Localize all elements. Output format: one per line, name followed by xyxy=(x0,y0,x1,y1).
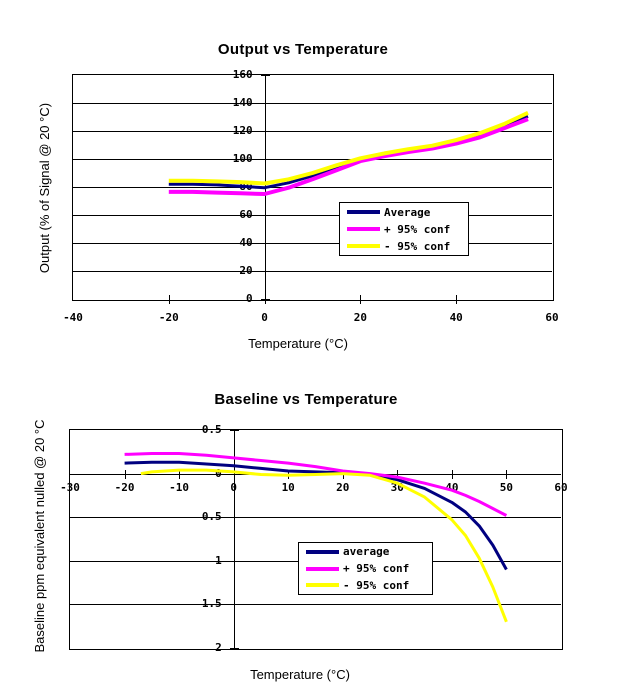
y-axis-tick-mark xyxy=(260,131,270,132)
legend-item-minus-95-conf: - 95% conf xyxy=(299,577,432,593)
y-tick-label: 60 xyxy=(239,208,253,221)
y-axis-tick-mark xyxy=(229,604,239,606)
series-color-swatch xyxy=(306,549,339,554)
series-color-swatch xyxy=(347,210,380,214)
legend-label: average xyxy=(343,545,390,559)
x-axis-tick-mark xyxy=(360,295,362,304)
y-tick-label: 20 xyxy=(239,264,253,277)
y-tick-label: 160 xyxy=(232,68,253,81)
gridline xyxy=(73,243,552,244)
y-tick-label: 0.5 xyxy=(201,423,222,436)
x-tick-label: -20 xyxy=(114,481,135,494)
chart2-legend: average + 95% conf - 95% conf xyxy=(298,542,433,595)
x-tick-label: 10 xyxy=(281,481,295,494)
x-tick-label: 60 xyxy=(554,481,568,494)
legend-item-minus-95-conf: - 95% conf xyxy=(340,238,468,254)
gridline xyxy=(70,604,561,606)
x-axis-tick-mark xyxy=(124,469,126,479)
y-axis-tick-mark xyxy=(260,159,270,160)
y-tick-label: 1 xyxy=(215,553,222,567)
legend-label: + 95% conf xyxy=(384,222,451,236)
chart1-x-axis-title: Temperature (°C) xyxy=(248,336,348,351)
series-color-swatch xyxy=(347,227,380,231)
gridline xyxy=(73,131,552,132)
y-axis-tick-mark xyxy=(260,75,270,76)
gridline xyxy=(73,271,552,272)
y-tick-label: 140 xyxy=(232,96,253,109)
y-tick-label: 2 xyxy=(215,641,222,654)
y-tick-label: 1.5 xyxy=(201,597,222,611)
x-tick-label: 50 xyxy=(499,481,514,494)
x-tick-label: 60 xyxy=(545,311,559,324)
plot-border xyxy=(69,429,563,650)
y-axis-tick-mark xyxy=(229,560,239,562)
x-axis-tick-mark xyxy=(451,469,453,479)
legend-label: Average xyxy=(384,205,431,219)
series-line--95-conf xyxy=(124,452,508,517)
x-axis-tick-mark xyxy=(264,295,266,304)
x-tick-label: 0 xyxy=(230,481,237,494)
x-axis-tick-mark xyxy=(397,469,399,479)
series-color-swatch xyxy=(306,566,339,571)
x-axis-tick-mark xyxy=(506,469,508,479)
series-color-swatch xyxy=(306,583,339,588)
x-tick-label: -40 xyxy=(63,311,83,324)
gridline xyxy=(73,103,552,104)
y-tick-label: 0 xyxy=(215,466,222,480)
chart2-y-axis-title: Baseline ppm equivalent nulled @ 20 °C xyxy=(32,419,47,653)
series-line-average xyxy=(168,114,529,190)
gridline xyxy=(70,517,561,519)
y-axis-tick-mark xyxy=(260,215,270,216)
plot-border xyxy=(72,74,554,301)
y-tick-label: 0.5 xyxy=(201,510,222,524)
x-axis-tick-mark xyxy=(179,469,181,479)
series-color-swatch xyxy=(347,244,380,248)
series-line--95-conf xyxy=(168,117,529,196)
x-axis-tick-mark xyxy=(456,295,458,304)
x-tick-label: -20 xyxy=(158,311,179,324)
chart1-legend: Average + 95% conf - 95% conf xyxy=(339,202,469,256)
x-tick-label: -30 xyxy=(60,481,80,494)
value-axis-line xyxy=(233,430,235,648)
chart1-title: Output vs Temperature xyxy=(217,41,389,58)
gridline xyxy=(73,215,552,216)
legend-item-plus-95-conf: + 95% conf xyxy=(340,221,468,237)
legend-item-average: Average xyxy=(340,204,468,220)
y-axis-tick-mark xyxy=(229,473,239,475)
series-line--95-conf xyxy=(140,468,508,623)
x-axis-tick-mark xyxy=(168,295,170,304)
y-axis-tick-mark xyxy=(260,103,270,104)
legend-label: - 95% conf xyxy=(384,239,451,253)
legend-label: + 95% conf xyxy=(343,562,410,575)
chart1-series-lines xyxy=(168,110,529,196)
y-axis-tick-mark xyxy=(229,648,239,649)
x-tick-label: 20 xyxy=(353,311,368,324)
chart1-y-axis-title: Output (% of Signal @ 20 °C) xyxy=(37,102,52,274)
y-tick-label: 0 xyxy=(245,292,253,305)
chart2-title: Baseline vs Temperature xyxy=(214,391,398,408)
x-tick-label: 40 xyxy=(449,311,463,324)
y-axis-tick-mark xyxy=(229,430,239,431)
chart2-x-axis-title: Temperature (°C) xyxy=(250,667,350,682)
legend-item-plus-95-conf: + 95% conf xyxy=(299,561,432,577)
gridline xyxy=(73,187,552,188)
y-tick-label: 100 xyxy=(232,152,253,165)
chart2-series-lines xyxy=(124,452,508,623)
y-tick-label: 40 xyxy=(239,236,253,249)
x-tick-label: 20 xyxy=(336,481,350,494)
y-axis-tick-mark xyxy=(260,243,270,244)
x-tick-label: -10 xyxy=(169,481,190,494)
gridline xyxy=(73,159,552,160)
x-tick-label: 0 xyxy=(261,311,268,324)
y-axis-tick-mark xyxy=(229,517,239,519)
y-axis-tick-mark xyxy=(260,271,270,272)
legend-label: - 95% conf xyxy=(343,578,410,592)
legend-item-average: average xyxy=(299,544,432,560)
series-line--95-conf xyxy=(168,110,529,186)
y-tick-label: 120 xyxy=(232,124,253,137)
